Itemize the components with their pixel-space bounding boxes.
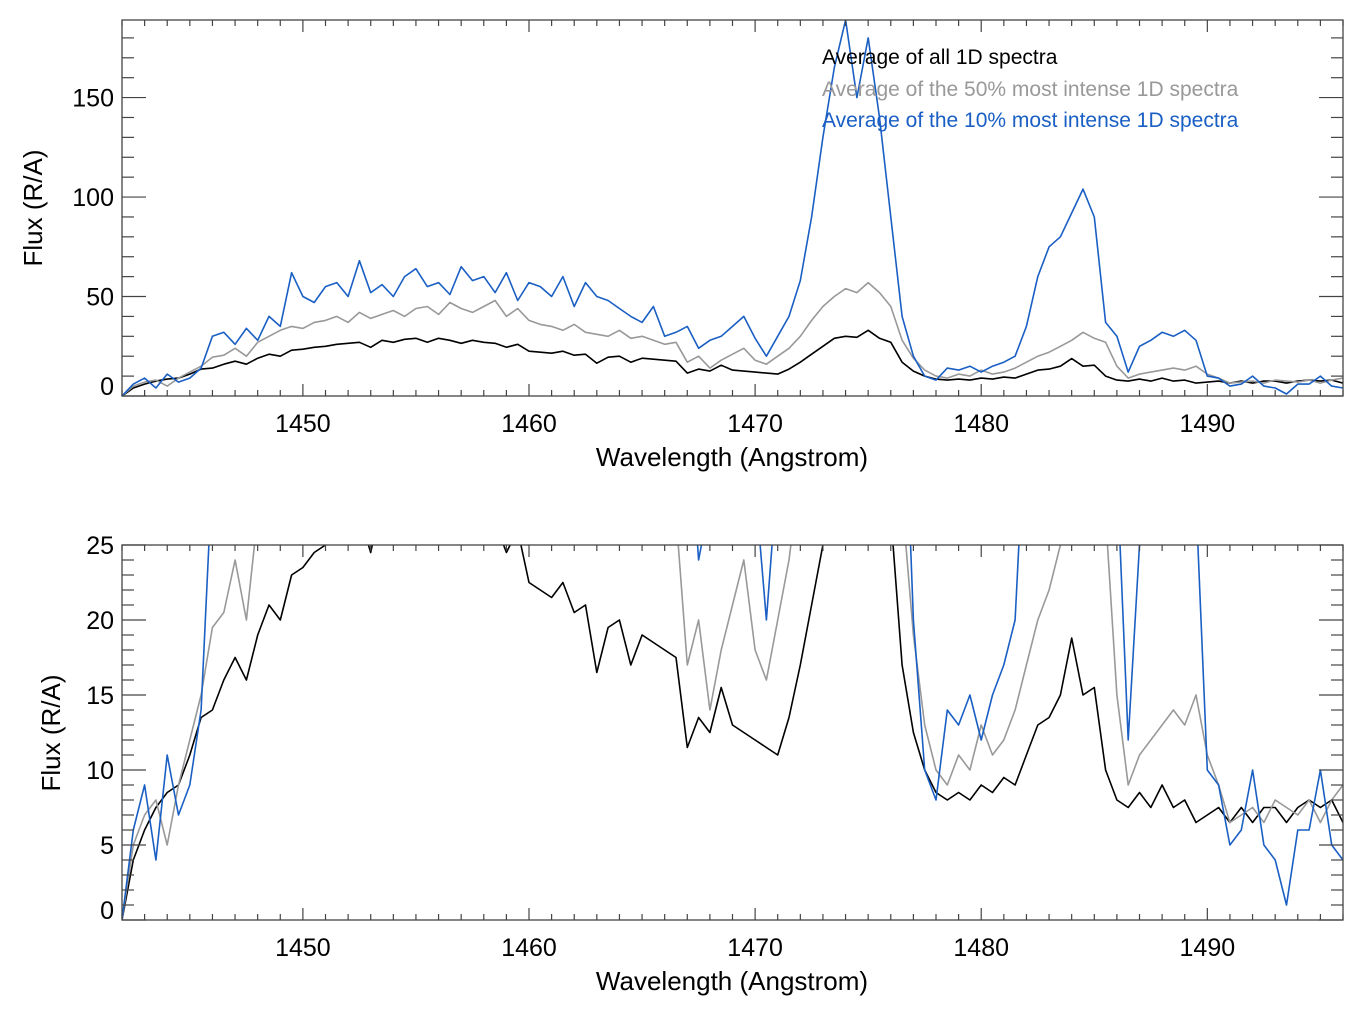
x-tick-label: 1480 (953, 934, 1009, 962)
x-tick-label: 1480 (953, 410, 1009, 438)
top-tick-labels: 1450 1460 1470 1480 1490 0 50 100 150 (72, 85, 1235, 438)
series-line-all (122, 545, 1343, 920)
y-tick-label: 10 (86, 757, 114, 785)
bottom-x-axis-label: Wavelength (Angstrom) (596, 966, 868, 996)
bottom-panel: 1450 1460 1470 1480 1490 0 5 10 15 20 25 Wavelengt… (36, 532, 1344, 996)
bottom-axis-ticks (121, 544, 1344, 921)
legend-entry-10pct: Average of the 10% most intense 1D spect… (822, 109, 1239, 132)
legend-entry-all: Average of all 1D spectra (822, 46, 1058, 69)
x-tick-label: 1460 (501, 410, 557, 438)
y-tick-label: 150 (72, 85, 114, 113)
x-tick-label: 1450 (275, 934, 331, 962)
series-line-50pct (122, 545, 1343, 920)
bottom-y-axis-label: Flux (R/A) (36, 675, 66, 792)
series-line-all (122, 329, 1343, 396)
bottom-series-lines (122, 545, 1343, 920)
top-panel: 1450 1460 1470 1480 1490 0 50 100 150 Wavelength… (18, 19, 1344, 472)
y-tick-label: 100 (72, 184, 114, 212)
top-series-lines (122, 20, 1343, 396)
y-tick-label: 25 (86, 532, 114, 560)
y-tick-label: 0 (100, 373, 114, 401)
x-tick-label: 1470 (727, 410, 783, 438)
y-tick-label: 5 (100, 832, 114, 860)
series-line-50pct (122, 281, 1343, 396)
y-tick-label: 15 (86, 682, 114, 710)
top-y-axis-label: Flux (R/A) (18, 150, 48, 267)
legend-entry-50pct: Average of the 50% most intense 1D spect… (822, 78, 1239, 101)
top-plot-frame (121, 19, 1344, 397)
top-x-axis-label: Wavelength (Angstrom) (596, 442, 868, 472)
top-axis-ticks (121, 20, 1344, 397)
x-tick-label: 1460 (501, 934, 557, 962)
y-tick-label: 0 (100, 897, 114, 925)
legend: Average of all 1D spectra Average of the… (822, 46, 1239, 132)
series-line-10pct (122, 20, 1343, 396)
y-tick-label: 20 (86, 607, 114, 635)
x-tick-label: 1470 (727, 934, 783, 962)
bottom-plot-frame (121, 544, 1344, 921)
x-tick-label: 1490 (1180, 934, 1236, 962)
bottom-tick-labels: 1450 1460 1470 1480 1490 0 5 10 15 20 25 (86, 532, 1235, 962)
x-tick-label: 1450 (275, 410, 331, 438)
y-tick-label: 50 (86, 284, 114, 312)
x-tick-label: 1490 (1180, 410, 1236, 438)
